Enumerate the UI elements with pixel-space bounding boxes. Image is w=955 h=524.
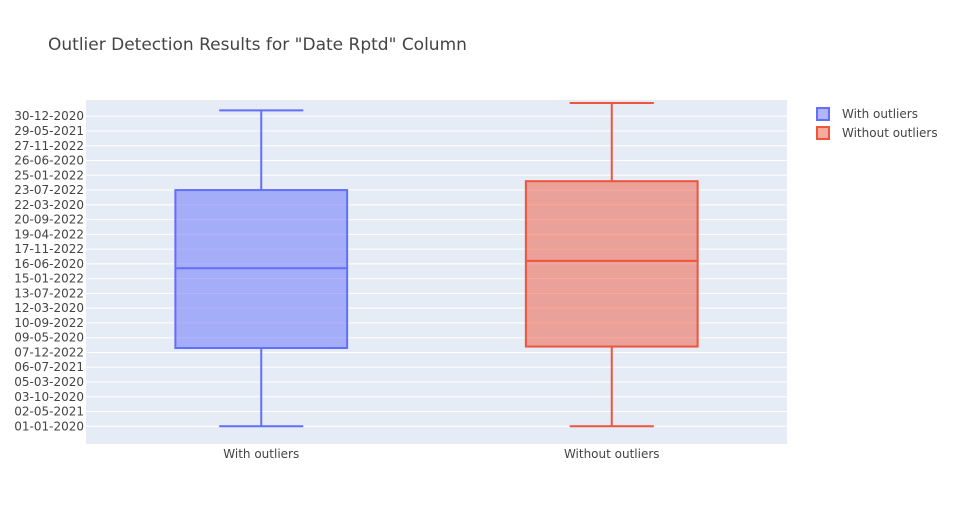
box-with-outliers[interactable]	[174, 109, 349, 428]
y-tick-label: 05-03-2020	[14, 375, 84, 389]
box-without-outliers[interactable]	[524, 101, 699, 428]
legend-swatch	[816, 107, 830, 121]
y-tick-label: 27-11-2022	[14, 139, 84, 153]
iqr-box	[524, 180, 699, 348]
boxes	[174, 101, 699, 428]
y-tick-label: 02-05-2021	[14, 405, 84, 419]
y-tick-label: 12-03-2020	[14, 301, 84, 315]
y-tick-label: 19-04-2022	[14, 227, 84, 241]
legend-item[interactable]: With outliers	[816, 107, 918, 121]
y-tick-label: 09-05-2020	[14, 331, 84, 345]
y-tick-label: 29-05-2021	[14, 124, 84, 138]
y-tick-label: 30-12-2020	[14, 109, 84, 123]
y-tick-label: 23-07-2022	[14, 183, 84, 197]
y-tick-label: 01-01-2020	[14, 419, 84, 433]
x-tick-label: Without outliers	[564, 447, 660, 461]
y-tick-label: 03-10-2020	[14, 390, 84, 404]
y-tick-label: 25-01-2022	[14, 168, 84, 182]
y-tick-label: 06-07-2021	[14, 360, 84, 374]
legend[interactable]: With outliers Without outliers	[816, 107, 938, 140]
y-tick-label: 20-09-2022	[14, 213, 84, 227]
y-tick-label: 16-06-2020	[14, 257, 84, 271]
legend-item[interactable]: Without outliers	[816, 126, 938, 140]
x-axis-ticks: With outliers Without outliers	[223, 447, 659, 461]
y-tick-label: 10-09-2022	[14, 316, 84, 330]
y-tick-label: 17-11-2022	[14, 242, 84, 256]
chart-title: Outlier Detection Results for "Date Rptd…	[48, 35, 467, 55]
y-tick-label: 26-06-2020	[14, 154, 84, 168]
y-tick-label: 13-07-2022	[14, 286, 84, 300]
legend-label: Without outliers	[842, 126, 938, 140]
y-tick-label: 22-03-2020	[14, 198, 84, 212]
y-tick-label: 15-01-2022	[14, 272, 84, 286]
y-axis-ticks: 01-01-202002-05-202103-10-202005-03-2020…	[14, 109, 84, 433]
y-tick-label: 07-12-2022	[14, 345, 84, 359]
x-tick-label: With outliers	[223, 447, 299, 461]
legend-label: With outliers	[842, 107, 918, 121]
legend-swatch	[816, 126, 830, 140]
